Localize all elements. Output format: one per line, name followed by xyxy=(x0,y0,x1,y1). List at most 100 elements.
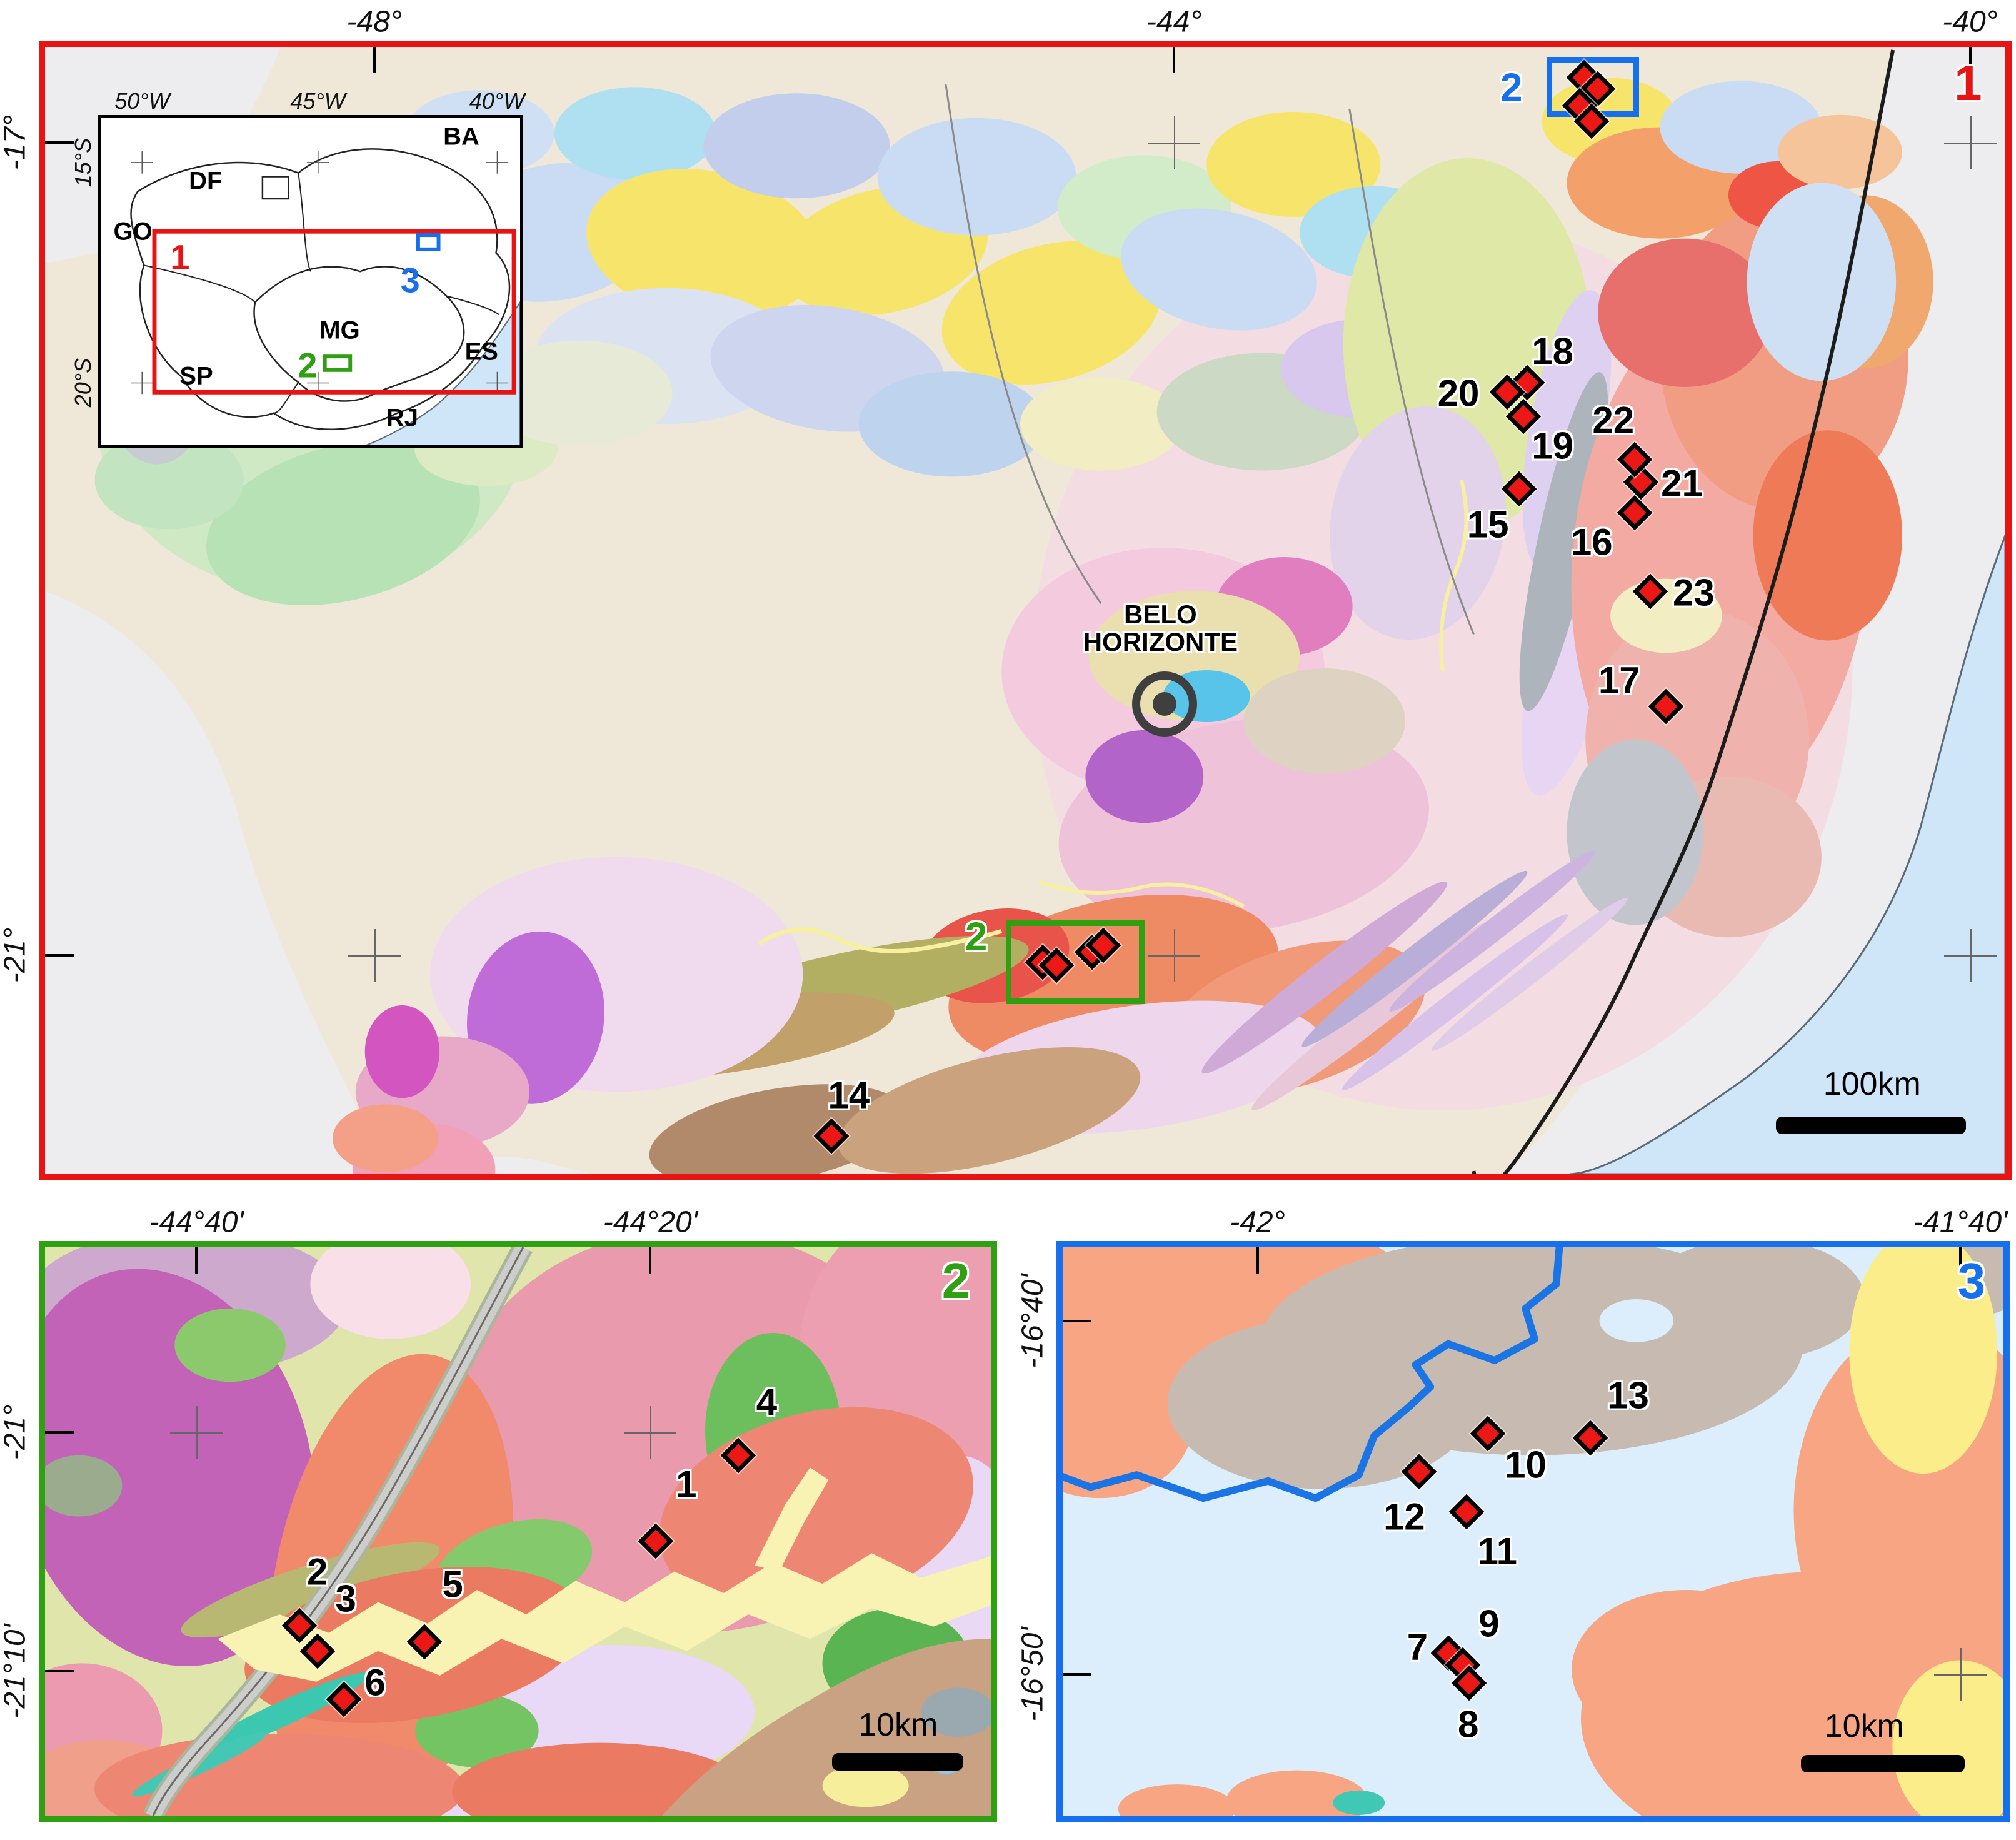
inset-area-number-1: 1 xyxy=(170,237,190,277)
left-axis-tick xyxy=(45,141,74,144)
top-axis-label: -42° xyxy=(1230,1205,1285,1239)
left-axis-label: -17° xyxy=(0,114,32,171)
top-axis-tick xyxy=(1958,1247,1962,1274)
inset-state-label-ba: BA xyxy=(443,123,479,151)
sample-label-4: 4 xyxy=(756,1381,778,1424)
detail2-overlay: -44°40' -44°20' -21° -21°10' 1 2 3 4 5 6 2 10km xyxy=(0,1206,991,1816)
top-axis-tick xyxy=(1968,47,1972,73)
top-axis-label: -48° xyxy=(346,5,403,39)
inset-left-axis-label: 20°S xyxy=(70,358,96,408)
sample-diamond-15 xyxy=(1501,471,1537,507)
sample-label-17: 17 xyxy=(1598,659,1640,701)
top-axis-label: -40° xyxy=(1942,5,1998,39)
inset-overlay: 50°W 45°W 40°W 15°S 20°S BA DF GO MG ES SP RJ 1 3 2 xyxy=(70,88,524,445)
sample-diamond-14 xyxy=(813,1118,849,1154)
inset-area-number-2: 2 xyxy=(298,345,318,385)
inset-art xyxy=(101,118,520,445)
sample-label-2: 2 xyxy=(307,1551,328,1593)
inset-state-label-go: GO xyxy=(113,218,153,246)
scale-bar xyxy=(1801,1754,1965,1772)
sample-diamond-16 xyxy=(1617,495,1653,530)
top-axis-tick xyxy=(1173,47,1176,73)
inset-top-axis-label: 45°W xyxy=(290,88,346,114)
graticule-cross xyxy=(348,929,401,982)
graticule-cross xyxy=(1148,116,1201,169)
graticule-cross xyxy=(1943,116,1997,169)
sample-label-16: 16 xyxy=(1570,521,1613,563)
left-axis-label: -21°10' xyxy=(0,1624,32,1719)
sample-label-23: 23 xyxy=(1673,571,1715,614)
top-axis-tick xyxy=(195,1247,198,1274)
sample-diamond-17 xyxy=(1648,688,1684,725)
sample-diamond-4 xyxy=(720,1437,756,1474)
inset-state-label-rj: RJ xyxy=(386,404,419,431)
geology-art-detail2 xyxy=(45,1247,991,1816)
graticule-cross xyxy=(1933,1647,1987,1701)
sample-label-13: 13 xyxy=(1607,1374,1649,1417)
top-axis-tick xyxy=(1256,1247,1259,1274)
sample-label-20: 20 xyxy=(1437,372,1480,415)
graticule-cross xyxy=(1943,929,1997,982)
sample-label-21: 21 xyxy=(1661,462,1703,505)
top-axis-tick xyxy=(649,1247,652,1274)
graticule-cross xyxy=(624,1405,677,1459)
detail3-overlay: -42° -41°40' -16°40' -16°50' 7 8 9 10 11 12 13 3 10k… xyxy=(1016,1206,2007,1816)
sample-label-18: 18 xyxy=(1532,330,1573,373)
panel-number-label: 1 xyxy=(1954,54,1982,111)
top-axis-tick xyxy=(373,47,376,73)
city-symbol xyxy=(1131,671,1197,737)
sample-diamond-11 xyxy=(1448,1494,1484,1530)
geology-art-detail3 xyxy=(1063,1247,2003,1816)
sample-label-6: 6 xyxy=(364,1661,386,1704)
inset-state-label-es: ES xyxy=(464,338,498,366)
inset-state-label-df: DF xyxy=(189,167,223,195)
sample-label-11: 11 xyxy=(1477,1530,1518,1572)
sample-diamond-13 xyxy=(1573,1420,1608,1456)
inset-left-axis-label: 15°S xyxy=(70,138,96,188)
scale-label: 10km xyxy=(858,1707,938,1744)
top-axis-label: -44°20' xyxy=(603,1205,698,1239)
left-axis-tick xyxy=(1063,1672,1091,1676)
city-label: BELO HORIZONTE xyxy=(1083,600,1238,657)
panel-number-label: 2 xyxy=(941,1252,970,1309)
top-axis-label: -41°40' xyxy=(1913,1205,2008,1239)
inset-top-axis-label: 40°W xyxy=(469,88,525,114)
panel-detail-2: -44°40' -44°20' -21° -21°10' 1 2 3 4 5 6 2 10km xyxy=(0,1206,997,1822)
left-axis-tick xyxy=(45,1669,74,1672)
sample-label-8: 8 xyxy=(1457,1703,1479,1746)
scale-bar xyxy=(1776,1117,1967,1135)
sample-diamond-10 xyxy=(1470,1416,1506,1452)
sample-label-1: 1 xyxy=(676,1463,697,1506)
left-axis-label: -21° xyxy=(0,927,32,983)
sample-label-14: 14 xyxy=(828,1074,870,1117)
inset-state-label-sp: SP xyxy=(179,362,213,390)
left-axis-tick xyxy=(45,954,74,957)
left-axis-tick xyxy=(1063,1320,1091,1323)
graticule-cross xyxy=(170,1405,223,1459)
scale-bar xyxy=(831,1752,964,1771)
scale-label: 100km xyxy=(1823,1065,1921,1102)
top-axis-label: -44°40' xyxy=(149,1205,244,1239)
sample-label-12: 12 xyxy=(1383,1496,1425,1538)
area-extent-label: 2 xyxy=(1500,64,1523,110)
sample-diamond-6 xyxy=(326,1681,362,1717)
left-axis-label: -16°50' xyxy=(1016,1626,1050,1722)
inset-locator-map: 50°W 45°W 40°W 15°S 20°S BA DF GO MG ES SP RJ 1 3 2 xyxy=(70,88,524,448)
sample-diamond-1 xyxy=(638,1523,674,1559)
left-axis-label: -21° xyxy=(0,1404,32,1460)
sample-label-19: 19 xyxy=(1532,425,1573,467)
sample-label-9: 9 xyxy=(1478,1602,1500,1644)
left-axis-tick xyxy=(45,1430,74,1434)
sample-label-10: 10 xyxy=(1505,1444,1547,1486)
panel-detail-3: -42° -41°40' -16°40' -16°50' 7 8 9 10 11 12 13 3 10k… xyxy=(1016,1206,2010,1822)
inset-top-axis-label: 50°W xyxy=(114,88,170,114)
sample-label-3: 3 xyxy=(335,1577,356,1620)
sample-label-15: 15 xyxy=(1467,503,1509,546)
left-axis-label: -16°40' xyxy=(1016,1274,1050,1369)
area-extent-label: 2 xyxy=(965,913,988,959)
top-axis-label: -44° xyxy=(1146,5,1202,39)
inset-area-number-3: 3 xyxy=(400,260,420,300)
sample-diamond-12 xyxy=(1402,1454,1437,1489)
sample-diamond-3 xyxy=(299,1633,336,1669)
